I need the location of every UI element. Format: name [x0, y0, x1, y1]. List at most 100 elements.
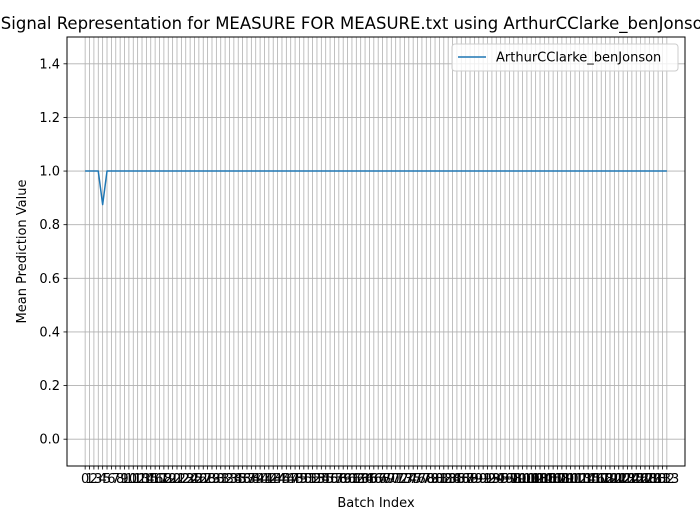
x-tick-label: 68 — [374, 472, 391, 487]
y-tick-label: 0.0 — [39, 433, 60, 448]
x-tick-label: 81 — [431, 472, 448, 487]
x-tick-label: 132 — [650, 472, 675, 487]
x-tick-label: 106 — [536, 472, 561, 487]
x-tick-label: 112 — [563, 472, 588, 487]
x-tick-label: 28 — [199, 472, 216, 487]
x-tick-label: 49 — [291, 472, 308, 487]
x-tick-label: 89 — [466, 472, 483, 487]
x-tick-label: 87 — [457, 472, 474, 487]
x-tick-label: 90 — [471, 472, 488, 487]
x-tick-label: 114 — [571, 472, 596, 487]
x-tick-label: 118 — [589, 472, 614, 487]
x-tick-label: 130 — [641, 472, 666, 487]
x-tick-label: 8 — [116, 472, 124, 487]
x-tick-label: 93 — [484, 472, 501, 487]
y-tick-label: 1.2 — [39, 111, 60, 126]
x-tick-label: 38 — [243, 472, 260, 487]
x-tick-label: 62 — [348, 472, 365, 487]
x-tick-label: 12 — [129, 472, 146, 487]
x-tick-label: 101 — [514, 472, 539, 487]
x-tick-label: 99 — [510, 472, 527, 487]
x-tick-label: 37 — [239, 472, 256, 487]
x-tick-label: 77 — [414, 472, 431, 487]
x-tick-label: 54 — [313, 472, 330, 487]
x-tick-label: 22 — [173, 472, 190, 487]
x-tick-label: 2 — [90, 472, 98, 487]
x-tick-label: 83 — [440, 472, 457, 487]
x-tick-label: 103 — [523, 472, 548, 487]
x-tick-label: 78 — [418, 472, 435, 487]
x-tick-label: 27 — [195, 472, 212, 487]
x-tick-label: 107 — [541, 472, 566, 487]
y-tick-label: 0.4 — [39, 325, 60, 340]
x-tick-label: 33 — [221, 472, 238, 487]
x-tick-label: 104 — [528, 472, 553, 487]
x-tick-label: 3 — [94, 472, 102, 487]
x-tick-label: 60 — [339, 472, 356, 487]
x-tick-label: 25 — [186, 472, 203, 487]
x-tick-label: 53 — [309, 472, 326, 487]
x-tick-label: 122 — [606, 472, 631, 487]
x-tick-label: 91 — [475, 472, 492, 487]
x-tick-label: 18 — [156, 472, 173, 487]
x-tick-label: 26 — [191, 472, 208, 487]
x-tick-label: 57 — [326, 472, 343, 487]
x-tick-label: 125 — [619, 472, 644, 487]
x-tick-label: 126 — [624, 472, 649, 487]
x-tick-label: 94 — [488, 472, 505, 487]
x-tick-label: 16 — [147, 472, 164, 487]
x-tick-label: 113 — [567, 472, 592, 487]
x-tick-label: 0 — [81, 472, 89, 487]
x-tick-label: 102 — [519, 472, 544, 487]
x-tick-label: 46 — [278, 472, 295, 487]
x-tick-label: 47 — [282, 472, 299, 487]
x-tick-label: 105 — [532, 472, 557, 487]
y-tick-label: 0.8 — [39, 218, 60, 233]
y-tick-label: 0.2 — [39, 379, 60, 394]
x-tick-label: 31 — [212, 472, 229, 487]
x-tick-label: 11 — [125, 472, 142, 487]
x-tick-label: 121 — [602, 472, 627, 487]
x-tick-label: 72 — [392, 472, 409, 487]
x-tick-label: 92 — [479, 472, 496, 487]
x-tick-label: 34 — [226, 472, 243, 487]
y-tick-label: 0.6 — [39, 272, 60, 287]
x-tick-label: 97 — [501, 472, 518, 487]
x-tick-label: 17 — [151, 472, 168, 487]
x-tick-label: 108 — [545, 472, 570, 487]
x-gridlines — [84, 37, 668, 466]
x-tick-label: 96 — [497, 472, 514, 487]
x-tick-label: 41 — [256, 472, 273, 487]
x-tick-label: 82 — [436, 472, 453, 487]
x-tick-label: 74 — [401, 472, 418, 487]
x-axis-ticks: 0123456789101112131415161718192021222324… — [81, 466, 679, 487]
x-tick-label: 39 — [247, 472, 264, 487]
chart-title: Signal Representation for MEASURE FOR ME… — [1, 14, 700, 34]
y-tick-label: 1.4 — [39, 57, 60, 72]
x-tick-label: 1 — [85, 472, 93, 487]
x-tick-label: 127 — [628, 472, 653, 487]
x-tick-label: 6 — [107, 472, 115, 487]
x-axis-label: Batch Index — [337, 496, 415, 511]
x-tick-label: 10 — [121, 472, 138, 487]
x-tick-label: 64 — [357, 472, 374, 487]
x-tick-label: 69 — [379, 472, 396, 487]
x-tick-label: 100 — [510, 472, 535, 487]
x-tick-label: 95 — [492, 472, 509, 487]
x-tick-label: 15 — [142, 472, 159, 487]
x-tick-label: 55 — [317, 472, 334, 487]
x-tick-label: 59 — [335, 472, 352, 487]
x-tick-label: 52 — [304, 472, 321, 487]
x-tick-label: 65 — [361, 472, 378, 487]
x-tick-label: 129 — [637, 472, 662, 487]
x-tick-label: 98 — [505, 472, 522, 487]
x-tick-label: 80 — [427, 472, 444, 487]
x-tick-label: 84 — [444, 472, 461, 487]
x-tick-label: 50 — [296, 472, 313, 487]
x-tick-label: 73 — [396, 472, 413, 487]
x-tick-label: 48 — [287, 472, 304, 487]
x-tick-label: 117 — [584, 472, 609, 487]
x-tick-label: 23 — [177, 472, 194, 487]
x-tick-label: 133 — [654, 472, 679, 487]
x-tick-label: 111 — [558, 472, 583, 487]
